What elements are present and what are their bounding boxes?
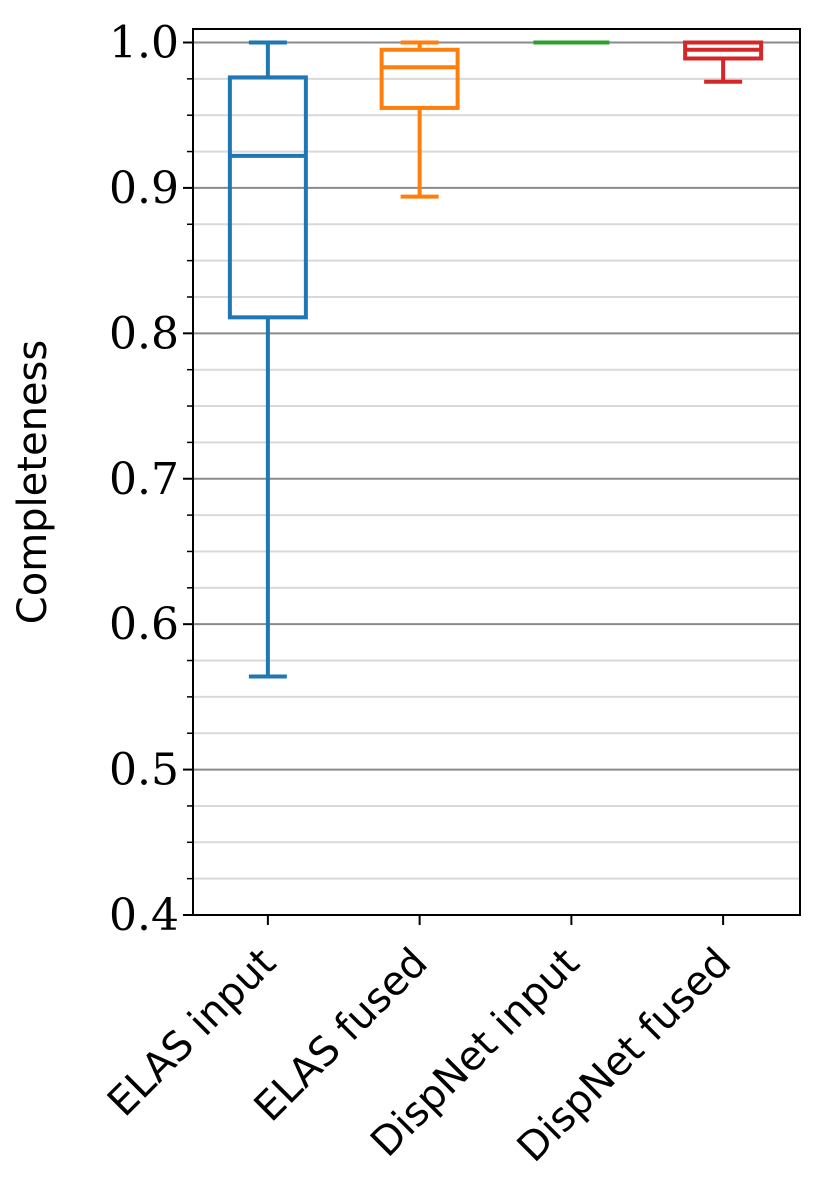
box-dispnet-fused xyxy=(683,40,764,84)
y-tick-label: 0.5 xyxy=(109,745,179,796)
box-elas-fused xyxy=(379,40,460,199)
y-tick-label: 0.4 xyxy=(109,890,179,941)
y-tick-label: 0.7 xyxy=(109,454,179,505)
y-axis-ticks: 0.4 0.5 0.6 0.7 0.8 0.9 1.0 xyxy=(109,18,193,941)
y-tick-label: 0.9 xyxy=(109,163,179,214)
y-tick-label: 1.0 xyxy=(109,18,179,69)
box-elas-input xyxy=(227,40,308,679)
y-axis-label: Completeness xyxy=(10,340,56,624)
iqr-box xyxy=(227,75,308,320)
y-tick-label: 0.8 xyxy=(109,308,179,359)
box-series xyxy=(227,40,764,679)
iqr-box xyxy=(379,47,460,110)
plot-frame xyxy=(192,28,801,916)
major-gridlines xyxy=(193,41,800,771)
minor-gridlines xyxy=(193,77,800,880)
y-tick-label: 0.6 xyxy=(109,599,179,650)
